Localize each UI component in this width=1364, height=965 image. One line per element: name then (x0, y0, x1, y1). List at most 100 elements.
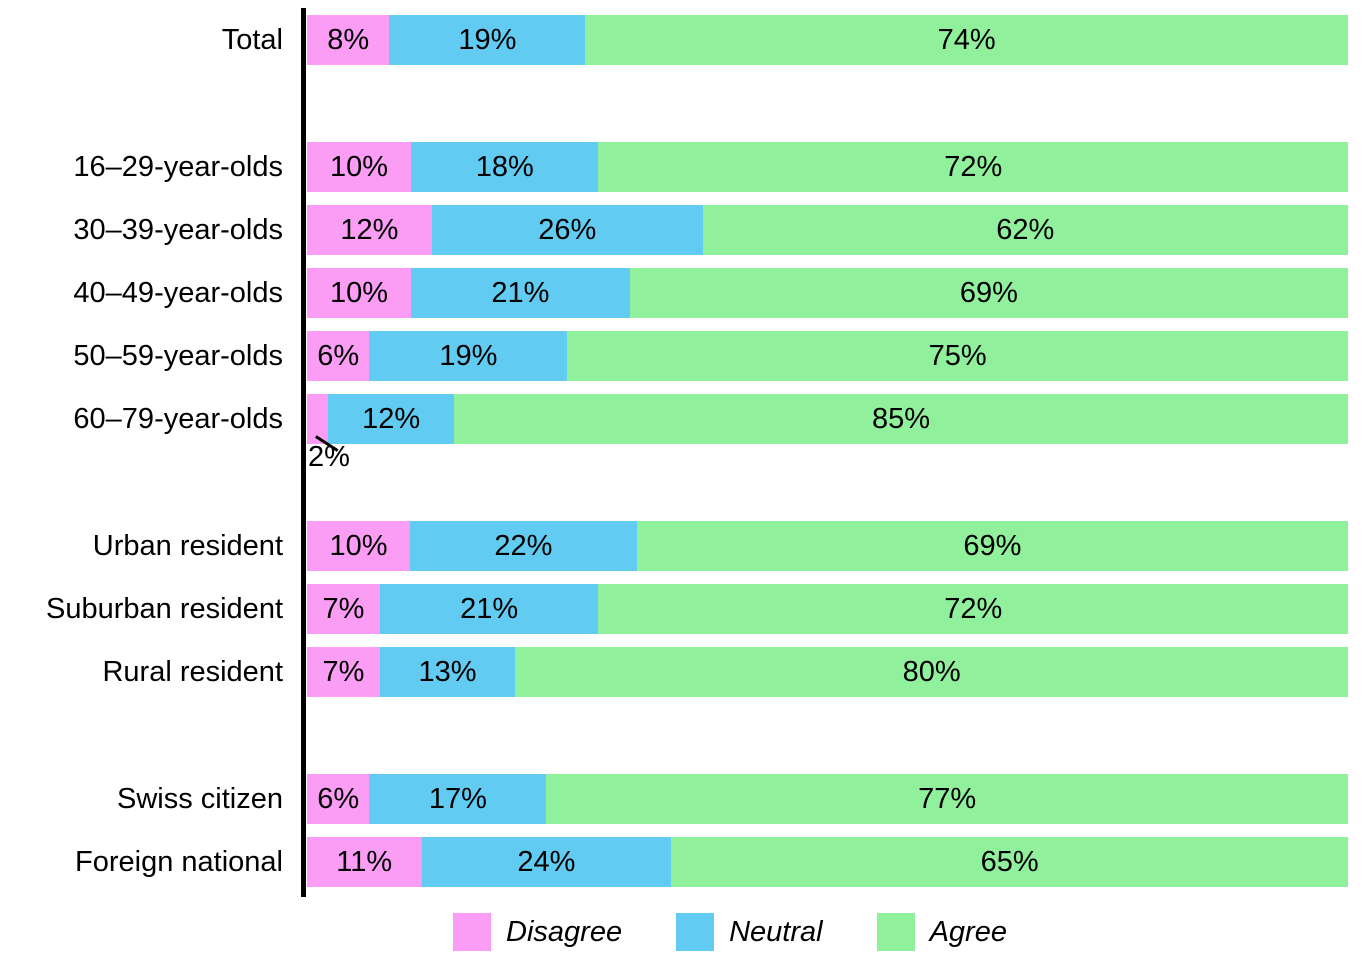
row-label: 16–29-year-olds (73, 151, 283, 183)
segment-value: 10% (330, 150, 389, 183)
bar-segment-neutral: 26% (431, 205, 703, 255)
segment-value: 74% (937, 23, 996, 56)
bar-segment-disagree: 7% (307, 647, 380, 697)
bar-segment-neutral: 12% (328, 394, 455, 444)
segment-value: 72% (944, 150, 1003, 183)
row-label: 50–59-year-olds (73, 340, 283, 372)
bar-segment-neutral: 19% (389, 15, 586, 65)
segment-value: 85% (872, 402, 931, 435)
bar-row: Suburban resident 7% 21% 72% (0, 584, 1348, 634)
bar-segment-agree: 77% (546, 774, 1348, 824)
segment-value: 17% (428, 782, 487, 815)
segment-value: 19% (458, 23, 517, 56)
row-label: 40–49-year-olds (73, 277, 283, 309)
legend-swatch-disagree (453, 913, 492, 951)
bar-segment-agree: 72% (598, 142, 1348, 192)
bar-segment-neutral: 22% (410, 521, 637, 571)
segment-value: 7% (322, 592, 365, 625)
stacked-bar: 10% 21% 69% (307, 268, 1348, 318)
bar-segment-neutral: 21% (379, 584, 599, 634)
bar-segment-neutral: 18% (411, 142, 599, 192)
bar-segment-disagree: 6% (307, 774, 370, 824)
stacked-bar: 8% 19% 74% (307, 15, 1348, 65)
bar-segment-agree: 74% (585, 15, 1348, 65)
legend-label: Agree (929, 915, 1007, 948)
legend-swatch-agree (876, 913, 915, 951)
row-label: Swiss citizen (117, 783, 283, 815)
bar-row: 16–29-year-olds 10% 18% 72% (0, 142, 1348, 192)
segment-value: 18% (475, 150, 534, 183)
bar-segment-disagree: 8% (307, 15, 390, 65)
bar-segment-disagree: 6% (307, 331, 370, 381)
plot-area: Total 8% 19% 74% 16–29-year-olds 10% 18% 72% 30–… (0, 15, 1348, 900)
segment-value: 69% (963, 529, 1022, 562)
stacked-bar: 6% 19% 75% (307, 331, 1348, 381)
bar-segment-neutral: 24% (421, 837, 672, 887)
segment-value: 65% (980, 845, 1039, 878)
segment-value: 77% (918, 782, 977, 815)
row-label: Urban resident (92, 530, 283, 562)
stacked-bar: 10% 22% 69% (307, 521, 1348, 571)
segment-value: 19% (439, 339, 498, 372)
legend-item-neutral: Neutral (676, 913, 823, 951)
segment-value: 12% (362, 402, 421, 435)
segment-value: 69% (959, 276, 1018, 309)
segment-value: 75% (928, 339, 987, 372)
segment-value: 7% (322, 655, 365, 688)
bar-segment-agree: 69% (636, 521, 1348, 571)
stacked-bar: 12% 85% (307, 394, 1348, 444)
segment-value: 26% (538, 213, 597, 246)
segment-value: 10% (329, 529, 388, 562)
bar-row: 40–49-year-olds 10% 21% 69% (0, 268, 1348, 318)
row-label: Total (221, 24, 283, 56)
stacked-bar: 12% 26% 62% (307, 205, 1348, 255)
bar-segment-disagree (307, 394, 329, 444)
bar-segment-disagree: 11% (307, 837, 422, 887)
bar-row: Urban resident 10% 22% 69% (0, 521, 1348, 571)
segment-value: 11% (336, 845, 393, 878)
bar-segment-neutral: 21% (411, 268, 630, 318)
segment-value: 80% (902, 655, 961, 688)
legend-label: Neutral (729, 915, 823, 948)
segment-value: 72% (944, 592, 1003, 625)
stacked-bar: 7% 13% 80% (307, 647, 1348, 697)
segment-value: 6% (317, 339, 360, 372)
segment-value: 12% (340, 213, 399, 246)
legend-item-disagree: Disagree (453, 913, 622, 951)
segment-value: 62% (996, 213, 1055, 246)
row-label: Foreign national (75, 846, 283, 878)
bar-segment-disagree: 10% (307, 268, 412, 318)
stacked-bar: 6% 17% 77% (307, 774, 1348, 824)
stacked-bar: 10% 18% 72% (307, 142, 1348, 192)
stacked-bar: 7% 21% 72% (307, 584, 1348, 634)
bar-segment-disagree: 10% (307, 142, 412, 192)
bar-segment-agree: 69% (629, 268, 1348, 318)
row-label: Rural resident (102, 656, 283, 688)
bar-segment-agree: 65% (671, 837, 1348, 887)
stacked-bar: 11% 24% 65% (307, 837, 1348, 887)
bar-segment-disagree: 7% (307, 584, 380, 634)
bar-segment-agree: 80% (515, 647, 1348, 697)
bar-row: 30–39-year-olds 12% 26% 62% (0, 205, 1348, 255)
bar-segment-neutral: 17% (369, 774, 547, 824)
bar-row: Swiss citizen 6% 17% 77% (0, 774, 1348, 824)
row-label: 30–39-year-olds (73, 214, 283, 246)
bar-segment-agree: 72% (598, 584, 1348, 634)
bar-row: Rural resident 7% 13% 80% (0, 647, 1348, 697)
segment-value: 10% (330, 276, 389, 309)
segment-value: 13% (418, 655, 477, 688)
segment-value: 22% (494, 529, 553, 562)
bar-segment-neutral: 19% (369, 331, 568, 381)
bar-segment-disagree: 12% (307, 205, 432, 255)
segment-value: 21% (460, 592, 519, 625)
legend-item-agree: Agree (876, 913, 1007, 951)
row-label: Suburban resident (46, 593, 283, 625)
bar-segment-agree: 85% (454, 394, 1348, 444)
bar-segment-agree: 75% (567, 331, 1348, 381)
bar-row: Foreign national 11% 24% 65% (0, 837, 1348, 887)
segment-value: 6% (317, 782, 360, 815)
bar-row: 60–79-year-olds 12% 85% 2% (0, 394, 1348, 473)
bar-segment-agree: 62% (702, 205, 1348, 255)
legend: Disagree Neutral Agree (48, 913, 1364, 951)
